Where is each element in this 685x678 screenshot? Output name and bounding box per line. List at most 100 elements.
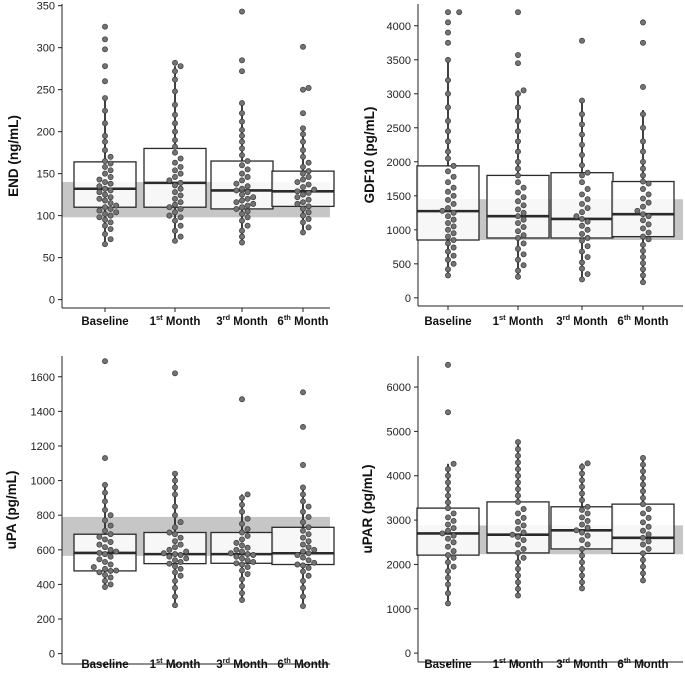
y-tick-label: 600 bbox=[37, 545, 55, 557]
data-point bbox=[640, 468, 646, 475]
data-point bbox=[520, 554, 527, 561]
data-point bbox=[107, 167, 114, 174]
data-point bbox=[640, 577, 646, 584]
data-point bbox=[515, 446, 521, 453]
data-point bbox=[640, 138, 646, 145]
data-point bbox=[102, 584, 108, 590]
data-point bbox=[102, 138, 108, 145]
data-point bbox=[177, 233, 184, 240]
data-point bbox=[239, 8, 245, 15]
data-point bbox=[172, 503, 178, 510]
data-point bbox=[450, 532, 457, 539]
data-point bbox=[294, 561, 301, 568]
data-point bbox=[102, 577, 108, 584]
data-point bbox=[640, 534, 646, 541]
data-point bbox=[640, 247, 646, 254]
data-point bbox=[573, 213, 580, 220]
box-4 bbox=[271, 389, 335, 609]
data-point bbox=[166, 177, 173, 184]
data-point bbox=[239, 494, 245, 501]
data-point bbox=[579, 201, 585, 207]
data-point bbox=[515, 510, 521, 517]
data-point bbox=[305, 216, 312, 222]
box-4 bbox=[271, 43, 335, 236]
data-point bbox=[102, 241, 108, 248]
data-point bbox=[107, 553, 114, 560]
data-point bbox=[445, 168, 451, 175]
data-point bbox=[300, 191, 306, 198]
data-point bbox=[645, 531, 652, 538]
data-point bbox=[239, 583, 245, 590]
data-point bbox=[445, 19, 451, 26]
data-point bbox=[300, 43, 306, 50]
data-point bbox=[515, 138, 521, 145]
data-point bbox=[579, 265, 585, 272]
x-tick-label: Baseline bbox=[81, 316, 128, 328]
y-tick-label: 0 bbox=[405, 648, 411, 660]
data-point bbox=[172, 531, 178, 538]
data-point bbox=[645, 506, 652, 512]
box-4 bbox=[611, 19, 675, 286]
data-point bbox=[239, 555, 245, 562]
data-point bbox=[177, 192, 184, 199]
data-point bbox=[520, 506, 527, 512]
data-point bbox=[579, 215, 585, 222]
y-axis-title: GDF10 (pg/mL) bbox=[362, 107, 377, 204]
data-point bbox=[450, 201, 457, 207]
data-point bbox=[515, 179, 521, 186]
data-point bbox=[300, 153, 306, 160]
data-point bbox=[102, 536, 108, 543]
data-point bbox=[113, 567, 120, 574]
data-point bbox=[450, 554, 457, 561]
data-point bbox=[107, 180, 114, 187]
data-point bbox=[300, 176, 306, 183]
data-point bbox=[311, 186, 318, 193]
x-tick-label: 6th Month bbox=[277, 313, 328, 328]
data-point bbox=[239, 197, 245, 204]
data-point bbox=[640, 488, 646, 495]
y-tick-label: 5000 bbox=[387, 426, 411, 438]
data-point bbox=[239, 508, 245, 515]
data-point bbox=[166, 560, 173, 567]
data-point bbox=[102, 489, 108, 496]
box-3 bbox=[210, 396, 274, 603]
data-point bbox=[584, 254, 591, 260]
data-point bbox=[107, 567, 114, 574]
data-point bbox=[166, 529, 173, 536]
data-point bbox=[305, 209, 312, 216]
data-point bbox=[640, 510, 646, 517]
data-point bbox=[445, 409, 451, 416]
data-point bbox=[520, 224, 527, 231]
data-point bbox=[244, 551, 251, 558]
box-1 bbox=[73, 23, 137, 248]
y-axis-title: uPAR (pg/mL) bbox=[360, 465, 375, 554]
data-point bbox=[300, 423, 306, 430]
data-point bbox=[96, 569, 103, 576]
data-point bbox=[311, 546, 318, 553]
box-2 bbox=[143, 370, 207, 609]
data-point bbox=[172, 167, 178, 174]
y-tick-label: 1000 bbox=[387, 604, 411, 616]
data-point bbox=[300, 484, 306, 491]
data-point bbox=[645, 545, 652, 552]
data-point bbox=[640, 233, 646, 240]
data-point bbox=[90, 564, 97, 571]
data-point bbox=[579, 131, 585, 138]
data-point bbox=[640, 527, 646, 534]
data-point bbox=[300, 584, 306, 591]
data-point bbox=[579, 559, 585, 566]
data-point bbox=[244, 189, 251, 196]
data-point bbox=[445, 505, 451, 512]
data-point bbox=[584, 169, 591, 176]
x-tick-label: Baseline bbox=[424, 659, 471, 671]
data-point bbox=[102, 158, 108, 164]
data-point bbox=[445, 248, 451, 255]
data-point bbox=[579, 565, 585, 572]
data-point bbox=[239, 576, 245, 583]
data-point bbox=[239, 217, 245, 224]
data-point bbox=[640, 39, 646, 46]
data-point bbox=[305, 544, 312, 551]
data-point bbox=[584, 226, 591, 233]
data-point bbox=[239, 548, 245, 555]
data-point bbox=[584, 235, 591, 241]
